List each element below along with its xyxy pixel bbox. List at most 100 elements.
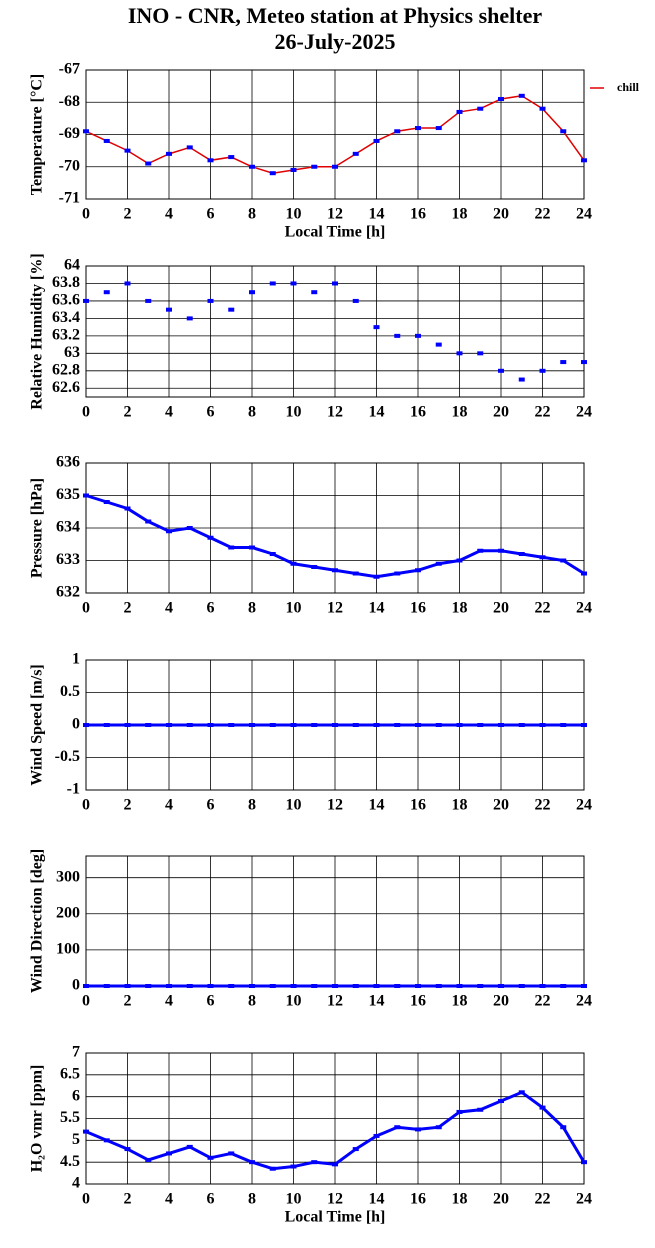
data-point — [456, 558, 463, 563]
data-point — [539, 106, 546, 111]
data-point — [186, 145, 193, 150]
data-point — [498, 1099, 504, 1104]
x-tick-label: 10 — [286, 404, 302, 421]
data-point — [290, 561, 297, 566]
x-tick-label: 18 — [452, 600, 468, 617]
x-tick-label: 16 — [410, 600, 426, 617]
y-tick-label: 62.6 — [52, 379, 80, 396]
y-tick-label: 1 — [72, 651, 80, 668]
x-tick-label: 10 — [286, 993, 302, 1010]
data-point — [249, 290, 255, 295]
data-point — [477, 984, 484, 988]
data-point — [332, 1162, 338, 1167]
y-tick-label: -70 — [59, 157, 80, 174]
y-tick-label: 634 — [56, 519, 80, 536]
y-axis-label: Temperature [°C] — [29, 74, 46, 195]
x-tick-label: 4 — [165, 993, 173, 1010]
x-tick-label: 22 — [535, 404, 551, 421]
data-point — [498, 368, 504, 373]
x-tick-label: 8 — [248, 1191, 256, 1208]
data-point — [332, 568, 338, 573]
data-point — [145, 298, 152, 303]
x-tick-label: 20 — [493, 600, 509, 617]
data-point — [456, 723, 463, 727]
data-point — [83, 1129, 89, 1134]
y-axis-label: H₂O vmr [ppm] — [29, 1065, 46, 1173]
data-point — [581, 360, 587, 365]
x-tick-label: 2 — [124, 993, 132, 1010]
data-point — [435, 561, 442, 566]
chart-title: INO - CNR, Meteo station at Physics shel… — [128, 3, 542, 28]
data-point — [83, 984, 89, 988]
x-tick-label: 20 — [493, 206, 509, 223]
data-point — [166, 984, 172, 988]
data-point — [166, 1151, 172, 1156]
x-tick-label: 4 — [165, 1191, 173, 1208]
data-point — [539, 368, 546, 373]
data-point — [415, 1127, 421, 1132]
x-tick-label: 2 — [124, 404, 132, 421]
y-tick-label: 7 — [72, 1044, 80, 1061]
x-tick-label: 6 — [207, 993, 215, 1010]
data-point — [103, 138, 110, 143]
data-point — [332, 281, 338, 286]
y-tick-label: 63.2 — [52, 327, 80, 344]
data-point — [415, 568, 421, 573]
data-point — [477, 548, 484, 553]
data-point — [435, 126, 442, 131]
data-point — [352, 1147, 359, 1152]
data-point — [373, 574, 380, 579]
data-point — [124, 1147, 131, 1152]
data-point — [228, 307, 235, 312]
y-tick-label: 62.8 — [52, 361, 80, 378]
data-point — [228, 1151, 235, 1156]
data-point — [560, 1125, 567, 1130]
x-tick-label: 14 — [369, 206, 385, 223]
x-tick-label: 22 — [535, 797, 551, 814]
y-tick-label: 5 — [72, 1131, 80, 1148]
data-point — [498, 548, 504, 553]
x-tick-label: 16 — [410, 797, 426, 814]
data-point — [103, 723, 110, 727]
x-tick-label: 12 — [327, 206, 343, 223]
x-tick-label: 16 — [410, 993, 426, 1010]
data-point — [311, 1160, 318, 1165]
data-point — [518, 1090, 525, 1095]
data-point — [560, 723, 567, 727]
data-point — [498, 723, 504, 727]
data-point — [207, 158, 214, 163]
data-point — [207, 984, 214, 988]
x-tick-label: 20 — [493, 797, 509, 814]
x-tick-label: 18 — [452, 206, 468, 223]
x-tick-label: 14 — [369, 1191, 385, 1208]
y-axis-label: Pressure [hPa] — [29, 478, 46, 578]
data-point — [373, 1133, 380, 1138]
data-point — [103, 500, 110, 504]
y-tick-label: -0.5 — [55, 748, 80, 765]
data-point — [477, 723, 484, 727]
data-point — [311, 984, 318, 988]
x-tick-label: 4 — [165, 797, 173, 814]
data-point — [581, 1160, 587, 1165]
x-tick-label: 0 — [82, 206, 90, 223]
x-tick-label: 12 — [327, 797, 343, 814]
x-tick-label: 8 — [248, 993, 256, 1010]
data-point — [498, 97, 504, 102]
data-point — [539, 555, 546, 560]
y-tick-label: -69 — [59, 125, 80, 142]
data-point — [415, 333, 421, 338]
x-tick-label: 6 — [207, 797, 215, 814]
data-point — [581, 158, 587, 163]
y-tick-label: 6.5 — [60, 1066, 80, 1083]
x-tick-label: 6 — [207, 404, 215, 421]
y-tick-label: 5.5 — [60, 1109, 80, 1126]
data-point — [394, 723, 401, 727]
x-tick-label: 20 — [493, 1191, 509, 1208]
data-point — [145, 161, 152, 166]
data-point — [456, 1109, 463, 1114]
data-point — [228, 155, 235, 160]
y-tick-label: 6 — [72, 1087, 80, 1104]
data-point — [311, 164, 318, 169]
data-point — [373, 138, 380, 143]
data-point — [145, 723, 152, 727]
